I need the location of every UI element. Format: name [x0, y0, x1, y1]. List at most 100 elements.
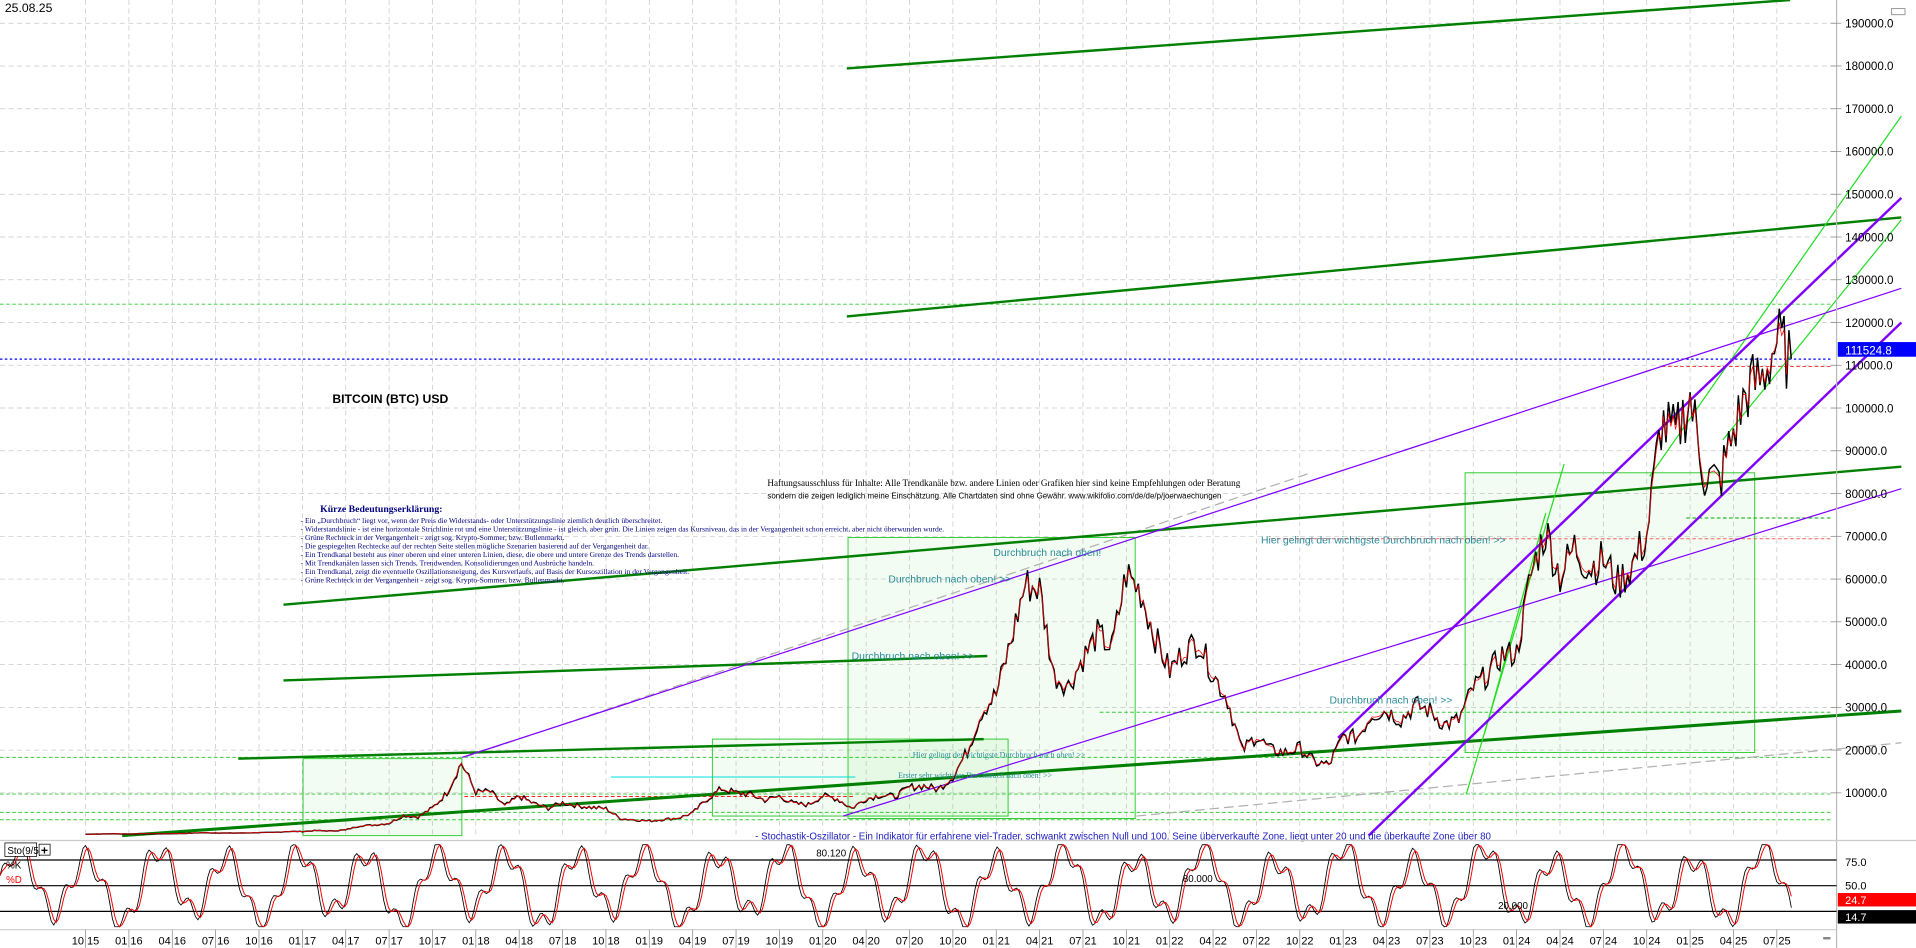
stoch-d-line	[0, 843, 1792, 928]
grey-trendlines	[464, 473, 1902, 817]
annotation-breakout: Durchbruch nach oben! >>	[888, 575, 1011, 586]
annotation-breakout: Durchbruch nach oben! >>	[1329, 696, 1452, 707]
time-tick-label: 07 19	[722, 935, 750, 947]
legend-block: Kürze Bedeutungserklärung: - Ein „Durchb…	[301, 504, 945, 585]
k-value: 24.7	[1845, 895, 1866, 907]
price-tick-label: 110000.0	[1845, 360, 1893, 373]
time-tick-label: 07 21	[1069, 935, 1097, 947]
last-price-label: 111524.8	[1845, 344, 1892, 357]
price-tick-label: 160000.0	[1845, 146, 1893, 159]
legend-title: Kürze Bedeutungserklärung:	[320, 504, 442, 515]
annotations: Durchbruch nach oben! >> Durchbruch nach…	[755, 536, 1505, 843]
price-tick-label: 180000.0	[1845, 60, 1893, 73]
grid	[0, 0, 1837, 836]
time-tick-label: 04 17	[332, 935, 360, 947]
price-tick-label: 70000.0	[1845, 531, 1887, 544]
time-tick-label: 10 22	[1286, 935, 1314, 947]
price-tick-label: 10000.0	[1845, 787, 1887, 800]
k-label: %K	[6, 861, 22, 872]
time-tick-label: 01 17	[289, 935, 317, 947]
price-tick-label: 50000.0	[1845, 616, 1887, 629]
time-tick-label: 07 23	[1416, 935, 1444, 947]
time-tick-label: 01 20	[809, 935, 837, 947]
time-tick-label: 04 23	[1373, 935, 1401, 947]
stoch-k-line	[0, 844, 1792, 928]
stoch-level-label: 80.120	[816, 848, 846, 859]
add-indicator-icon[interactable]: +	[41, 844, 48, 858]
chart-title: BITCOIN (BTC) USD	[332, 392, 448, 406]
price-tick-label: 30000.0	[1845, 702, 1887, 715]
time-tick-label: 04 22	[1199, 935, 1227, 947]
time-tick-label: 04 19	[679, 935, 707, 947]
stochastic-panel	[0, 843, 1837, 928]
time-tick-label: 07 17	[375, 935, 403, 947]
time-tick-label: 04 16	[159, 935, 187, 947]
indicator-name[interactable]: Sto(9/5)	[7, 846, 42, 857]
time-tick-label: 07 25	[1763, 935, 1791, 947]
disclaimer-line-1: Haftungsausschluss für Inhalte: Alle Tre…	[767, 478, 1240, 488]
legend-line: - Ein „Durchbruch“ liegt vor, wenn der P…	[301, 516, 663, 525]
d-value-tag	[1837, 910, 1916, 924]
annotation-breakout: Durchbruch nach oben! >>	[852, 652, 975, 663]
time-tick-label: 10 20	[939, 935, 967, 947]
time-tick-label: 01 23	[1329, 935, 1357, 947]
add-indicator-button[interactable]	[38, 843, 51, 856]
rect-2017	[302, 758, 463, 837]
time-tick-label: 01 24	[1503, 935, 1531, 947]
time-tick-label: 04 24	[1546, 935, 1574, 947]
price-axis: 190000.0 180000.0 170000.0 160000.0 150000.0…	[1830, 17, 1893, 800]
time-tick-label: 01 16	[115, 935, 143, 947]
time-tick-label: 07 18	[549, 935, 577, 947]
d-value: 14.7	[1845, 912, 1866, 924]
stochastic-note: - Stochastik-Oszillator - Ein Indikator …	[755, 831, 1491, 842]
legend-line: - Ein Trendkanal, zeigt die eventuelle O…	[301, 567, 690, 576]
price-tick-label: 150000.0	[1845, 189, 1893, 202]
time-axis: 10 15 01 16 04 16 07 16 10 16 01 17 04 17 07 17…	[72, 929, 1791, 948]
time-tick-label: 07 20	[896, 935, 924, 947]
legend-line: - Grüne Rechteck in der Vergangenheit - …	[301, 533, 565, 542]
time-tick-label: 01 25	[1676, 935, 1704, 947]
last-price-tag	[1837, 342, 1916, 357]
time-tick-label: 01 18	[462, 935, 490, 947]
d-label: %D	[6, 875, 22, 886]
time-tick-label: 10 18	[592, 935, 620, 947]
price-tick-label: 140000.0	[1845, 231, 1893, 244]
time-tick-label: 01 22	[1156, 935, 1184, 947]
legend-line: - Ein Trendkanal besteht aus einer obere…	[301, 550, 680, 559]
time-tick-label: 07 22	[1243, 935, 1271, 947]
indicator-name-box[interactable]	[4, 842, 38, 857]
bull-market-rectangles	[302, 472, 1756, 837]
time-tick-label: 10 16	[245, 935, 273, 947]
price-tick-label: 80000.0	[1845, 488, 1887, 501]
price-tick-label: 190000.0	[1845, 17, 1893, 30]
price-tick-label: 100000.0	[1845, 402, 1893, 415]
purple-trendlines	[461, 197, 1903, 837]
time-tick-label: 04 20	[852, 935, 880, 947]
stoch-axis-75: 75.0	[1845, 857, 1866, 869]
time-scrollbar-end[interactable]	[1823, 937, 1831, 940]
stoch-level-label: 80.000	[1183, 874, 1213, 885]
time-tick-label: 10 17	[419, 935, 447, 947]
annotation-most-important-small: Hier gelingt der wichtigste Durchbruch n…	[913, 750, 1086, 759]
green-trendlines	[122, 0, 1902, 838]
time-tick-label: 10 24	[1633, 935, 1661, 947]
time-tick-label: 04 25	[1720, 935, 1748, 947]
price-tick-label: 170000.0	[1845, 103, 1893, 116]
panel-toggle-button[interactable]	[1891, 8, 1906, 16]
legend-line: - Widerstandslinie - ist eine horizontal…	[301, 524, 945, 533]
annotation-most-important: Hier gelingt der wichtigste Durchbruch n…	[1261, 536, 1506, 547]
annotation-breakout: Durchbruch nach oben!	[993, 548, 1101, 559]
time-tick-label: 01 19	[636, 935, 664, 947]
price-tick-label: 20000.0	[1845, 744, 1887, 757]
time-tick-label: 10 21	[1113, 935, 1141, 947]
time-tick-label: 04 21	[1026, 935, 1054, 947]
price-tick-label: 60000.0	[1845, 573, 1887, 586]
price-tick-label: 130000.0	[1845, 274, 1893, 287]
annotation-first-important: Erster sehr wichtiger Durchbruch nach ob…	[898, 771, 1053, 780]
legend-line: - Grüne Rechteck in der Vergangenheit - …	[301, 576, 565, 585]
price-series	[85, 308, 1793, 835]
price-line-overlay	[85, 322, 1790, 835]
legend-line: - Die gespiegelten Rechtecke auf der rec…	[301, 542, 649, 551]
price-tick-label: 40000.0	[1845, 659, 1887, 672]
